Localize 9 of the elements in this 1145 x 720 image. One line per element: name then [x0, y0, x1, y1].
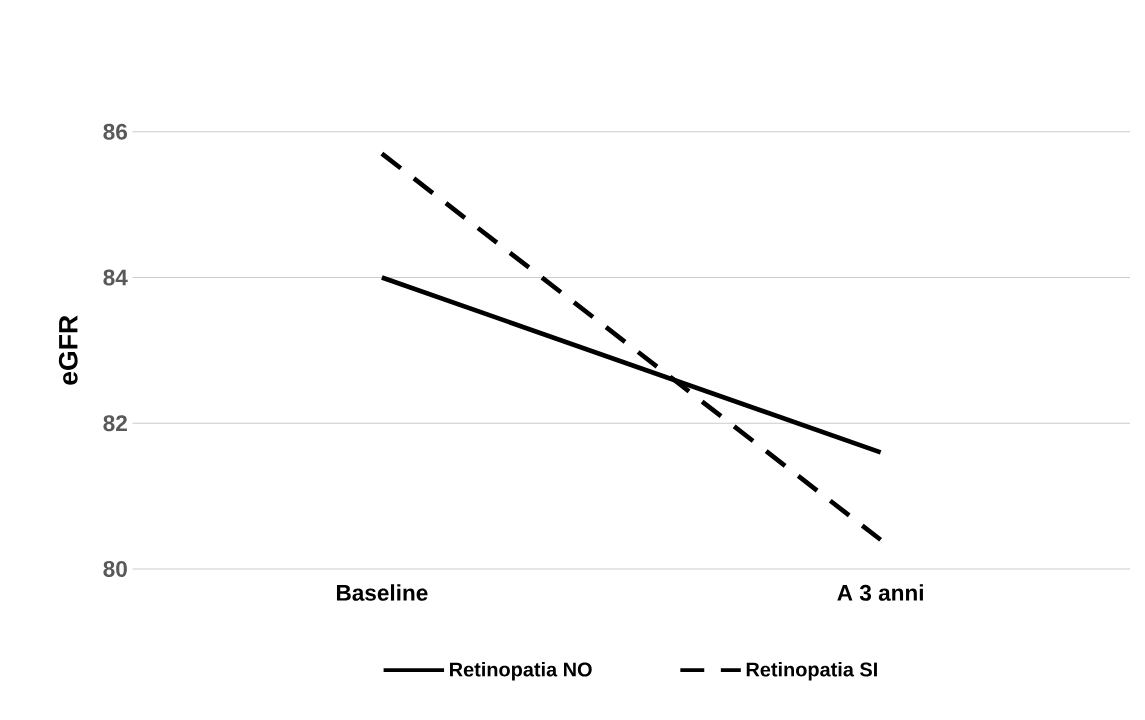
y-axis-title: eGFR	[58, 315, 78, 385]
y-tick-label: 80	[103, 560, 127, 577]
legend-label: Retinopatia NO	[450, 661, 592, 681]
x-tick-label: A 3 anni	[837, 584, 923, 601]
x-tick-label: Baseline	[336, 584, 428, 601]
y-tick-label: 84	[103, 269, 128, 286]
y-tick-label: 82	[103, 415, 127, 432]
y-tick-label: 86	[103, 123, 128, 140]
legend-label: Retinopatia SI	[746, 661, 877, 681]
